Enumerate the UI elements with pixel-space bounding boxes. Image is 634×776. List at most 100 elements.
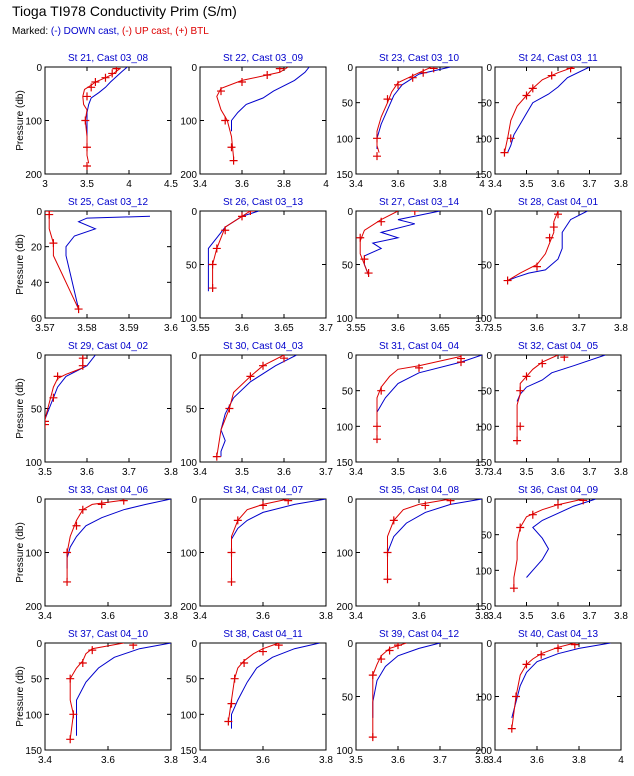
legend: Marked: (-) DOWN cast, (-) UP cast, (+) …: [12, 26, 209, 37]
bottle-marker: [545, 233, 554, 242]
y-tick-label: 100: [336, 746, 353, 757]
x-tick-label: 3.59: [119, 323, 139, 334]
bottle-marker: [512, 692, 520, 701]
bottle-marker: [238, 212, 246, 221]
x-tick-label: 3.8: [614, 611, 628, 622]
bottle-marker: [45, 211, 54, 219]
bottle-marker: [528, 510, 537, 519]
x-tick-label: 3.4: [488, 611, 502, 622]
plot-frame: [199, 66, 327, 175]
bottle-marker: [579, 499, 588, 505]
bottle-marker: [533, 262, 541, 271]
bottle-marker: [263, 71, 272, 80]
x-tick-label: 3.58: [77, 323, 97, 334]
x-tick-label: 3.8: [164, 467, 178, 478]
y-tick-label: 100: [475, 422, 492, 433]
y-tick-label: 200: [180, 602, 197, 613]
plot-frame: [199, 642, 327, 751]
y-tick-label: 100: [25, 117, 42, 128]
plot-frame: [494, 66, 622, 175]
panel-title: St 40, Cast 04_13: [518, 629, 598, 640]
y-tick-label: 100: [25, 549, 42, 560]
plot-frame: [44, 354, 172, 463]
plot-area: [45, 355, 96, 429]
x-tick-label: 3.7: [319, 323, 333, 334]
bottle-marker: [230, 674, 239, 683]
panel-title: St 33, Cast 04_06: [68, 485, 148, 496]
bottle-marker: [63, 548, 72, 557]
up-cast-line: [82, 67, 121, 164]
bottle-marker: [360, 255, 369, 264]
bottle-marker: [421, 501, 430, 510]
x-tick-label: 3.4: [38, 755, 52, 766]
x-tick-label: 3.7: [583, 467, 597, 478]
up-cast-line: [227, 643, 279, 722]
panel-title: St 29, Cast 04_02: [68, 341, 148, 352]
bottle-marker: [227, 548, 236, 557]
bottle-marker: [45, 417, 49, 426]
y-tick-label: 50: [186, 261, 198, 272]
x-tick-label: 3.5: [520, 611, 534, 622]
y-tick-label: 0: [486, 63, 492, 74]
bottle-marker: [208, 284, 217, 293]
x-tick-label: 3.5: [391, 467, 405, 478]
bottle-marker: [78, 355, 87, 363]
x-tick-label: 3.6: [391, 755, 405, 766]
up-cast-line: [372, 643, 407, 740]
x-tick-label: 3.6: [235, 323, 249, 334]
bottle-marker: [538, 359, 547, 368]
bottle-marker: [108, 69, 117, 78]
up-cast-line: [511, 643, 575, 729]
bottle-marker: [129, 643, 138, 650]
y-tick-label: 100: [25, 458, 42, 469]
bottle-marker: [238, 77, 246, 86]
y-axis-label: Pressure (db): [15, 666, 26, 727]
bottle-marker: [513, 436, 522, 445]
x-tick-label: 3.8: [433, 179, 447, 190]
x-tick-label: 3.6: [391, 323, 405, 334]
figure-title: Tioga TI978 Conductivity Prim (S/m): [12, 3, 237, 19]
x-tick-label: 4: [479, 179, 485, 190]
plot-area: [509, 499, 596, 593]
panel-title: St 24, Cast 03_11: [518, 53, 598, 64]
bottle-marker: [506, 134, 515, 143]
bottle-marker: [78, 361, 87, 370]
y-tick-label: 200: [336, 602, 353, 613]
down-cast-line: [516, 355, 606, 402]
down-cast-line: [231, 499, 326, 569]
x-tick-label: 3: [42, 179, 48, 190]
y-tick-label: 0: [191, 63, 197, 74]
plot-area: [383, 499, 482, 584]
y-tick-label: 200: [180, 170, 197, 181]
x-tick-label: 3.6: [391, 179, 405, 190]
bottle-marker: [83, 143, 91, 152]
x-tick-label: 3.6: [101, 755, 115, 766]
x-tick-label: 3.7: [433, 755, 447, 766]
bottle-marker: [69, 710, 78, 719]
y-axis-label: Pressure (db): [15, 234, 26, 295]
x-tick-label: 3.4: [488, 467, 502, 478]
y-tick-label: 50: [342, 261, 354, 272]
y-tick-label: 50: [342, 99, 354, 110]
panel: St 37, Cast 04_10 3.4 3.6 3.8 0 50 100 150 Press…: [15, 629, 178, 766]
bottle-marker: [229, 156, 238, 165]
bottle-marker: [66, 674, 75, 683]
plot-frame: [355, 66, 483, 175]
up-cast-line: [216, 355, 285, 457]
panel-title: St 26, Cast 03_13: [223, 197, 303, 208]
bottle-marker: [383, 575, 392, 584]
plot-area: [216, 67, 310, 165]
bottle-marker: [240, 658, 249, 667]
bottle-marker: [389, 516, 398, 525]
panel: St 32, Cast 04_05 3.4 3.5 3.6 3.7 3.8 0 50 100 15…: [475, 341, 628, 478]
y-tick-label: 100: [180, 458, 197, 469]
x-tick-label: 3.7: [583, 179, 597, 190]
x-tick-label: 3.6: [277, 467, 291, 478]
x-tick-label: 3.55: [190, 323, 210, 334]
panel-title: St 38, Cast 04_11: [223, 629, 303, 640]
panel-title: St 21, Cast 03_08: [68, 53, 148, 64]
y-tick-label: 150: [25, 746, 42, 757]
y-tick-label: 0: [191, 207, 197, 218]
x-tick-label: 3.55: [346, 323, 366, 334]
